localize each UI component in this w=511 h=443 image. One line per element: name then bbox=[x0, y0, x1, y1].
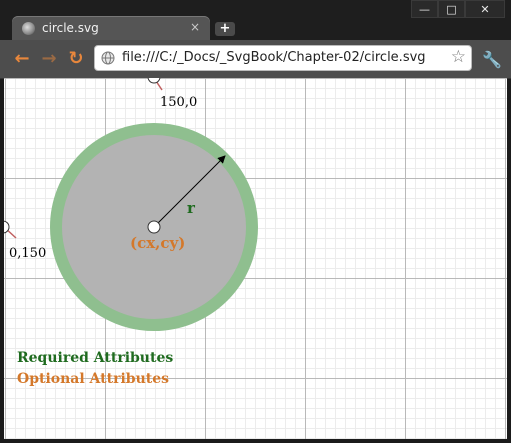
maximize-button[interactable]: □ bbox=[438, 0, 465, 18]
radius-label: r bbox=[187, 199, 196, 217]
window-controls: — □ ✕ bbox=[411, 0, 505, 18]
reload-icon[interactable]: ↻ bbox=[68, 48, 84, 69]
bookmark-star-icon[interactable]: ☆ bbox=[450, 47, 466, 67]
center-label: (cx,cy) bbox=[130, 234, 185, 252]
globe-icon bbox=[22, 22, 35, 35]
title-bar: circle.svg × + — □ ✕ bbox=[0, 0, 511, 42]
tab-close-icon[interactable]: × bbox=[189, 20, 200, 34]
wrench-icon[interactable]: 🔧 bbox=[482, 50, 502, 69]
top-coord-label: 150,0 bbox=[160, 95, 197, 110]
back-arrow-icon[interactable]: ← bbox=[14, 48, 30, 69]
svg-diagram: 150,0 0,150 r (cx,cy) Required Attribute… bbox=[4, 78, 258, 387]
top-marker-point bbox=[147, 78, 161, 84]
forward-arrow-icon[interactable]: → bbox=[41, 48, 57, 69]
radius-arrow bbox=[153, 155, 226, 228]
legend-required: Required Attributes bbox=[17, 350, 173, 366]
close-window-button[interactable]: ✕ bbox=[465, 0, 505, 18]
browser-tab[interactable]: circle.svg × bbox=[12, 16, 210, 42]
minimize-button[interactable]: — bbox=[411, 0, 438, 18]
page-icon bbox=[101, 51, 115, 65]
legend-optional: Optional Attributes bbox=[17, 371, 169, 387]
center-point bbox=[147, 220, 161, 234]
left-coord-label: 0,150 bbox=[9, 246, 46, 261]
tab-title: circle.svg bbox=[42, 21, 99, 35]
address-bar[interactable]: file:///C:/_Docs/_SvgBook/Chapter-02/cir… bbox=[94, 45, 472, 71]
new-tab-button[interactable]: + bbox=[215, 22, 235, 36]
url-text: file:///C:/_Docs/_SvgBook/Chapter-02/cir… bbox=[122, 50, 426, 65]
left-marker-point bbox=[4, 220, 10, 234]
page-viewport: 150,0 0,150 r (cx,cy) Required Attribute… bbox=[4, 78, 507, 439]
